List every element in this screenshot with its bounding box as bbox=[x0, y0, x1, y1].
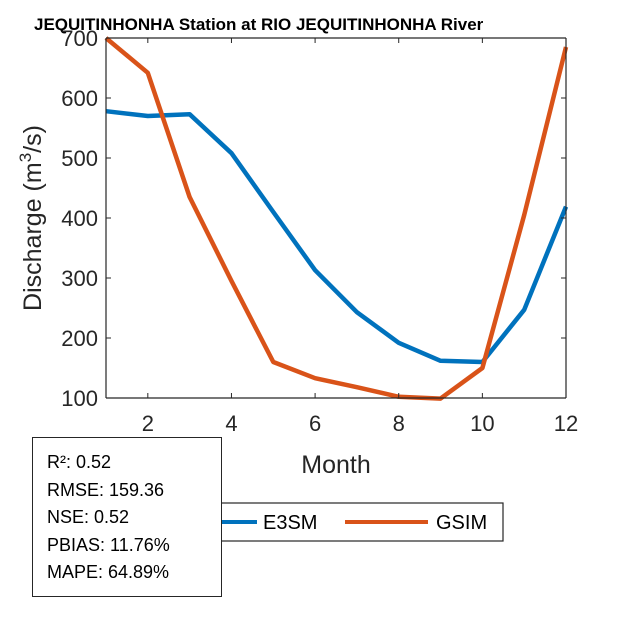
y-tick-label: 400 bbox=[61, 206, 98, 231]
y-tick-label: 500 bbox=[61, 146, 98, 171]
chart-title: JEQUITINHONHA Station at RIO JEQUITINHON… bbox=[34, 15, 484, 34]
series-layer bbox=[104, 36, 569, 401]
y-tick-label: 600 bbox=[61, 86, 98, 111]
x-tick-label: 12 bbox=[554, 411, 578, 436]
stat-pbias: PBIAS: 11.76% bbox=[47, 534, 170, 555]
x-tick-label: 8 bbox=[393, 411, 405, 436]
stat-rmse: RMSE: 159.36 bbox=[47, 479, 165, 500]
y-axis-label-main: Discharge (m bbox=[19, 162, 47, 311]
stats-annotation-box: R²: 0.52 RMSE: 159.36 NSE: 0.52 PBIAS: 1… bbox=[32, 437, 222, 597]
x-tick-label: 2 bbox=[142, 411, 154, 436]
y-tick-label: 200 bbox=[61, 326, 98, 351]
stat-r2: R²: 0.52 bbox=[47, 452, 112, 472]
legend-label-gsim: GSIM bbox=[436, 512, 487, 534]
y-axis-label-unit: /s) bbox=[19, 125, 47, 153]
y-axis-label-sup: 3 bbox=[16, 153, 35, 162]
axes-layer: 2 4 6 8 10 12 100 200 300 400 500 600 700 bbox=[61, 26, 578, 436]
stat-nse: NSE: 0.52 bbox=[47, 507, 130, 527]
series-line-gsim bbox=[104, 36, 569, 401]
y-tick-label: 100 bbox=[61, 386, 98, 411]
legend-label-e3sm: E3SM bbox=[263, 512, 317, 534]
stat-mape: MAPE: 64.89% bbox=[47, 562, 170, 582]
x-tick-label: 4 bbox=[225, 411, 237, 436]
legend: E3SM GSIM bbox=[199, 502, 504, 542]
x-tick-label: 6 bbox=[309, 411, 321, 436]
x-axis-label: Month bbox=[301, 451, 370, 479]
y-tick-label: 300 bbox=[61, 266, 98, 291]
x-tick-label: 10 bbox=[470, 411, 494, 436]
y-tick-label: 700 bbox=[61, 26, 98, 51]
series-line-e3sm bbox=[105, 108, 569, 365]
y-axis-label: Discharge (m3/s) bbox=[16, 125, 47, 311]
